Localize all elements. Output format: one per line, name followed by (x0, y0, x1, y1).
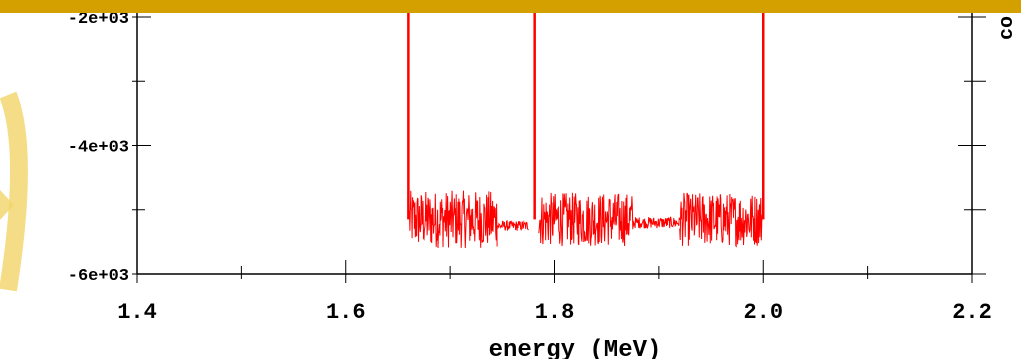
x-tick-label: 1.6 (326, 300, 366, 325)
x-tick-label: 1.8 (535, 300, 575, 325)
series-red-line (407, 0, 765, 249)
x-tick-label: 2.2 (952, 300, 992, 325)
series-segment (538, 192, 634, 247)
y-tick-label: -4e+03 (68, 139, 129, 158)
watermark-arc (0, 91, 28, 292)
x-axis-title: energy (MeV) (489, 337, 662, 359)
tick-labels: 1.4 1.6 1.8 2.0 2.2 -2e+03 -4e+03 -6e+03 (68, 10, 992, 325)
y-axis-title-partial: co (996, 16, 1019, 40)
axis-ticks (132, 16, 986, 283)
series-segment (679, 192, 763, 248)
y-tick-label: -2e+03 (68, 10, 129, 29)
series-segment (408, 190, 498, 249)
plot-frame (136, 0, 973, 275)
series-segment (632, 216, 681, 230)
top-banner (0, 0, 1021, 13)
x-tick-label: 1.4 (117, 300, 157, 325)
y-tick-label: -6e+03 (68, 267, 129, 286)
series-segment (496, 219, 529, 231)
x-tick-label: 2.0 (743, 300, 783, 325)
watermark-arc-inner (0, 190, 14, 220)
